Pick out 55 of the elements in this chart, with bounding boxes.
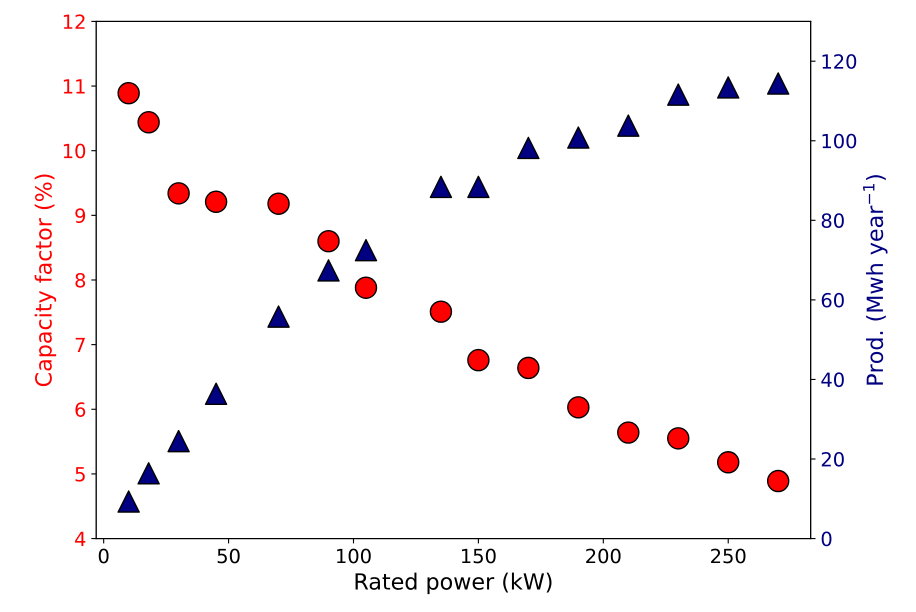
point bbox=[137, 111, 160, 134]
x-tick-label: 100 bbox=[337, 548, 371, 564]
point bbox=[317, 230, 340, 252]
y2-tick-label: 80 bbox=[822, 213, 844, 228]
point bbox=[167, 182, 190, 205]
point bbox=[467, 176, 490, 198]
point bbox=[117, 82, 140, 104]
y-tick-label: 12 bbox=[64, 14, 85, 29]
point bbox=[766, 72, 790, 95]
y2-tick-label: 120 bbox=[822, 54, 856, 69]
y-tick-label: 11 bbox=[64, 79, 85, 94]
x-axis-title: Rated power (kW) bbox=[356, 572, 552, 594]
y2-axis-title: Prod. (Mwh year$^{−1}$) bbox=[863, 175, 888, 385]
point bbox=[567, 396, 590, 419]
point bbox=[716, 451, 740, 474]
y-tick-label: 7 bbox=[76, 338, 85, 352]
point bbox=[617, 421, 640, 444]
point bbox=[567, 126, 590, 149]
point bbox=[667, 83, 690, 106]
point bbox=[204, 382, 228, 405]
y-tick-label: 6 bbox=[75, 402, 86, 417]
point bbox=[167, 430, 190, 452]
point bbox=[317, 259, 340, 282]
point bbox=[766, 470, 790, 492]
point bbox=[467, 348, 490, 372]
y-tick-label: 5 bbox=[76, 467, 85, 482]
y2-tick-label: 60 bbox=[822, 292, 844, 308]
point bbox=[354, 238, 378, 262]
x-tick-label: 250 bbox=[711, 548, 746, 564]
point bbox=[667, 427, 690, 450]
x-tick-label: 0 bbox=[98, 548, 109, 564]
point bbox=[517, 356, 540, 380]
y2-tick-label: 0 bbox=[822, 532, 832, 546]
y-tick-label: 8 bbox=[75, 272, 86, 288]
point bbox=[354, 276, 378, 299]
y-axis-title: Capacity factor (%) bbox=[34, 174, 56, 386]
y2-tick-label: 20 bbox=[822, 452, 844, 467]
y2-tick-label: 100 bbox=[822, 134, 856, 148]
x-tick-label: 150 bbox=[462, 548, 496, 564]
y-tick-label: 4 bbox=[75, 532, 86, 546]
x-tick-label: 50 bbox=[218, 548, 240, 564]
y-tick-label: 10 bbox=[64, 144, 86, 158]
point bbox=[716, 76, 740, 99]
point bbox=[204, 190, 228, 213]
point bbox=[267, 192, 290, 215]
x-tick-label: 200 bbox=[586, 548, 621, 564]
point bbox=[137, 462, 160, 485]
point bbox=[430, 300, 452, 323]
point bbox=[617, 114, 640, 137]
point bbox=[117, 490, 140, 513]
point bbox=[517, 136, 540, 160]
point bbox=[430, 176, 452, 198]
y2-tick-label: 40 bbox=[821, 372, 844, 388]
point bbox=[267, 305, 290, 328]
y-tick-label: 9 bbox=[75, 208, 86, 224]
